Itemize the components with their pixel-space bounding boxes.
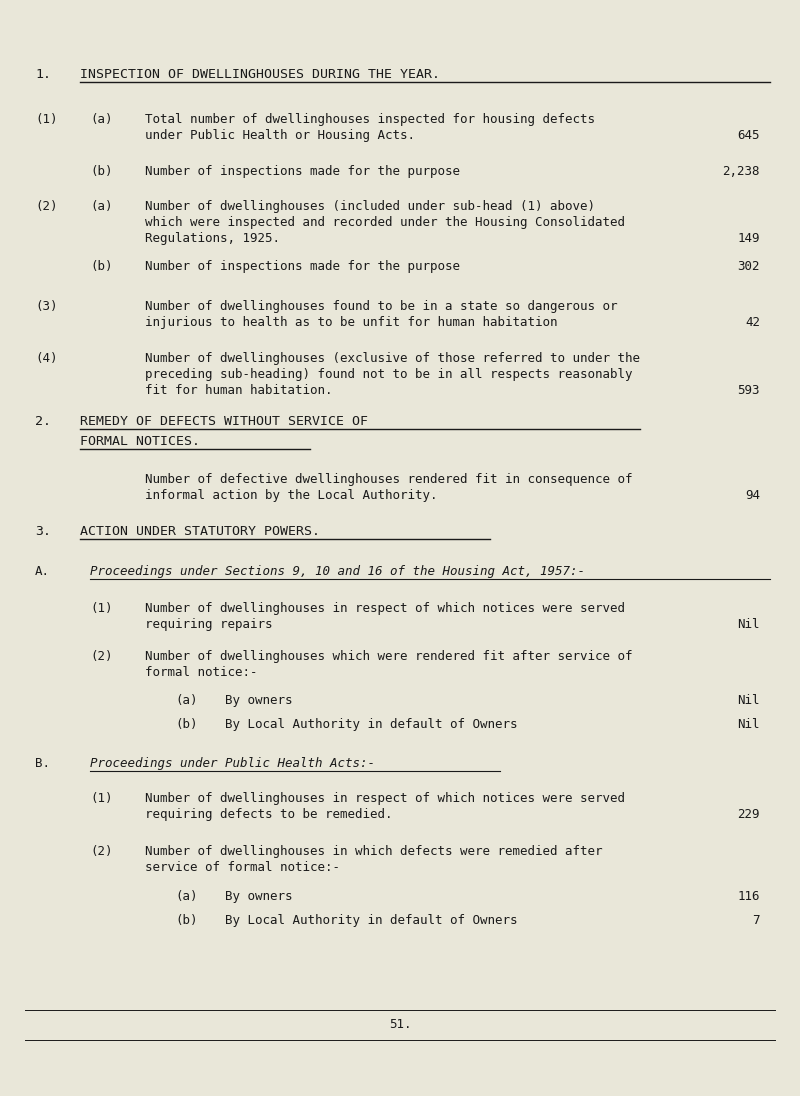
Text: Number of dwellinghouses in respect of which notices were served: Number of dwellinghouses in respect of w… xyxy=(145,602,625,615)
Text: By owners: By owners xyxy=(225,694,293,707)
Text: Number of dwellinghouses in which defects were remedied after: Number of dwellinghouses in which defect… xyxy=(145,845,602,858)
Text: (b): (b) xyxy=(175,914,198,927)
Text: (1): (1) xyxy=(90,602,113,615)
Text: informal action by the Local Authority.: informal action by the Local Authority. xyxy=(145,489,438,502)
Text: By Local Authority in default of Owners: By Local Authority in default of Owners xyxy=(225,914,518,927)
Text: 51.: 51. xyxy=(389,1018,411,1031)
Text: Number of inspections made for the purpose: Number of inspections made for the purpo… xyxy=(145,260,460,273)
Text: Number of defective dwellinghouses rendered fit in consequence of: Number of defective dwellinghouses rende… xyxy=(145,473,633,486)
Text: (a): (a) xyxy=(90,113,113,126)
Text: Number of dwellinghouses found to be in a state so dangerous or: Number of dwellinghouses found to be in … xyxy=(145,300,618,313)
Text: 2,238: 2,238 xyxy=(722,165,760,178)
Text: (1): (1) xyxy=(90,792,113,804)
Text: FORMAL NOTICES.: FORMAL NOTICES. xyxy=(80,435,200,448)
Text: Number of dwellinghouses in respect of which notices were served: Number of dwellinghouses in respect of w… xyxy=(145,792,625,804)
Text: ACTION UNDER STATUTORY POWERS.: ACTION UNDER STATUTORY POWERS. xyxy=(80,525,320,538)
Text: Proceedings under Sections 9, 10 and 16 of the Housing Act, 1957:-: Proceedings under Sections 9, 10 and 16 … xyxy=(90,566,585,578)
Text: (a): (a) xyxy=(175,890,198,903)
Text: (2): (2) xyxy=(90,845,113,858)
Text: Proceedings under Public Health Acts:-: Proceedings under Public Health Acts:- xyxy=(90,757,375,770)
Text: (a): (a) xyxy=(175,694,198,707)
Text: 7: 7 xyxy=(753,914,760,927)
Text: A.: A. xyxy=(35,566,50,578)
Text: under Public Health or Housing Acts.: under Public Health or Housing Acts. xyxy=(145,129,415,142)
Text: 302: 302 xyxy=(738,260,760,273)
Text: 645: 645 xyxy=(738,129,760,142)
Text: (b): (b) xyxy=(90,165,113,178)
Text: service of formal notice:-: service of formal notice:- xyxy=(145,861,340,874)
Text: fit for human habitation.: fit for human habitation. xyxy=(145,384,333,397)
Text: 229: 229 xyxy=(738,808,760,821)
Text: 2.: 2. xyxy=(35,415,51,429)
Text: (4): (4) xyxy=(35,352,58,365)
Text: Number of dwellinghouses (included under sub-head (1) above): Number of dwellinghouses (included under… xyxy=(145,199,595,213)
Text: 116: 116 xyxy=(738,890,760,903)
Text: requiring repairs: requiring repairs xyxy=(145,618,273,631)
Text: 1.: 1. xyxy=(35,68,51,81)
Text: (2): (2) xyxy=(35,199,58,213)
Text: 149: 149 xyxy=(738,232,760,246)
Text: Nil: Nil xyxy=(738,718,760,731)
Text: Nil: Nil xyxy=(738,618,760,631)
Text: 593: 593 xyxy=(738,384,760,397)
Text: (b): (b) xyxy=(175,718,198,731)
Text: (2): (2) xyxy=(90,650,113,663)
Text: requiring defects to be remedied.: requiring defects to be remedied. xyxy=(145,808,393,821)
Text: injurious to health as to be unfit for human habitation: injurious to health as to be unfit for h… xyxy=(145,316,558,329)
Text: (3): (3) xyxy=(35,300,58,313)
Text: REMEDY OF DEFECTS WITHOUT SERVICE OF: REMEDY OF DEFECTS WITHOUT SERVICE OF xyxy=(80,415,368,429)
Text: which were inspected and recorded under the Housing Consolidated: which were inspected and recorded under … xyxy=(145,216,625,229)
Text: Number of dwellinghouses which were rendered fit after service of: Number of dwellinghouses which were rend… xyxy=(145,650,633,663)
Text: (1): (1) xyxy=(35,113,58,126)
Text: 42: 42 xyxy=(745,316,760,329)
Text: 94: 94 xyxy=(745,489,760,502)
Text: Total number of dwellinghouses inspected for housing defects: Total number of dwellinghouses inspected… xyxy=(145,113,595,126)
Text: (b): (b) xyxy=(90,260,113,273)
Text: preceding sub-heading) found not to be in all respects reasonably: preceding sub-heading) found not to be i… xyxy=(145,368,633,381)
Text: Number of inspections made for the purpose: Number of inspections made for the purpo… xyxy=(145,165,460,178)
Text: By owners: By owners xyxy=(225,890,293,903)
Text: B.: B. xyxy=(35,757,50,770)
Text: Nil: Nil xyxy=(738,694,760,707)
Text: 3.: 3. xyxy=(35,525,51,538)
Text: Regulations, 1925.: Regulations, 1925. xyxy=(145,232,280,246)
Text: INSPECTION OF DWELLINGHOUSES DURING THE YEAR.: INSPECTION OF DWELLINGHOUSES DURING THE … xyxy=(80,68,440,81)
Text: formal notice:-: formal notice:- xyxy=(145,666,258,680)
Text: Number of dwellinghouses (exclusive of those referred to under the: Number of dwellinghouses (exclusive of t… xyxy=(145,352,640,365)
Text: (a): (a) xyxy=(90,199,113,213)
Text: By Local Authority in default of Owners: By Local Authority in default of Owners xyxy=(225,718,518,731)
